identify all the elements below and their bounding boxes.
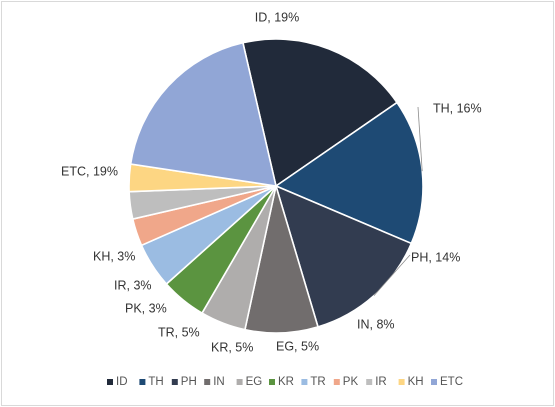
- legend-label-kr: KR: [278, 376, 294, 388]
- legend-label-ph: PH: [181, 376, 197, 388]
- legend-label-kh: KH: [408, 376, 424, 388]
- legend-swatch-ir: [366, 379, 373, 385]
- legend: ID TH PH IN EG KR TR PK IR KH ETC: [107, 376, 463, 388]
- data-label-ir: IR, 3%: [114, 278, 152, 292]
- data-label-tr: TR, 5%: [158, 325, 200, 339]
- legend-label-ir: IR: [375, 376, 387, 388]
- legend-swatch-kr: [269, 379, 275, 385]
- pie-slice-th: [274, 101, 424, 245]
- data-label-pk: PK, 3%: [125, 301, 167, 315]
- legend-swatch-pk: [333, 379, 340, 385]
- data-label-kr: KR, 5%: [211, 340, 253, 354]
- legend-swatch-in: [204, 379, 211, 385]
- leader-lines: [373, 106, 423, 296]
- legend-label-etc: ETC: [440, 376, 463, 388]
- data-label-id: ID, 19%: [255, 10, 299, 24]
- legend-swatch-ph: [171, 379, 178, 385]
- data-label-th: TH, 16%: [433, 101, 482, 115]
- data-label-in: IN, 8%: [357, 317, 395, 331]
- legend-label-tr: TR: [310, 376, 325, 388]
- pie-slices: [128, 38, 424, 334]
- data-label-kh: KH, 3%: [93, 249, 135, 263]
- data-label-ph: PH, 14%: [411, 250, 460, 264]
- data-labels: ID, 19% TH, 16% PH, 14% IN, 8% EG, 5% KR, 5% T…: [61, 10, 482, 354]
- legend-swatch-th: [139, 379, 146, 385]
- legend-label-eg: EG: [246, 376, 263, 388]
- data-label-eg: EG, 5%: [276, 339, 319, 353]
- legend-swatch-id: [107, 379, 113, 385]
- legend-label-pk: PK: [343, 376, 359, 388]
- pie-slice-etc: [129, 41, 278, 187]
- legend-swatch-eg: [236, 379, 243, 385]
- pie-slice-id: [241, 38, 399, 188]
- data-label-etc: ETC, 19%: [61, 164, 118, 178]
- legend-swatch-etc: [431, 379, 437, 385]
- legend-swatch-kh: [398, 379, 405, 385]
- leader-line-ph: [373, 254, 411, 296]
- legend-swatch-tr: [301, 379, 308, 385]
- leader-line-th: [417, 106, 423, 172]
- legend-label-id: ID: [116, 376, 128, 388]
- legend-label-in: IN: [213, 376, 225, 388]
- legend-label-th: TH: [148, 376, 163, 388]
